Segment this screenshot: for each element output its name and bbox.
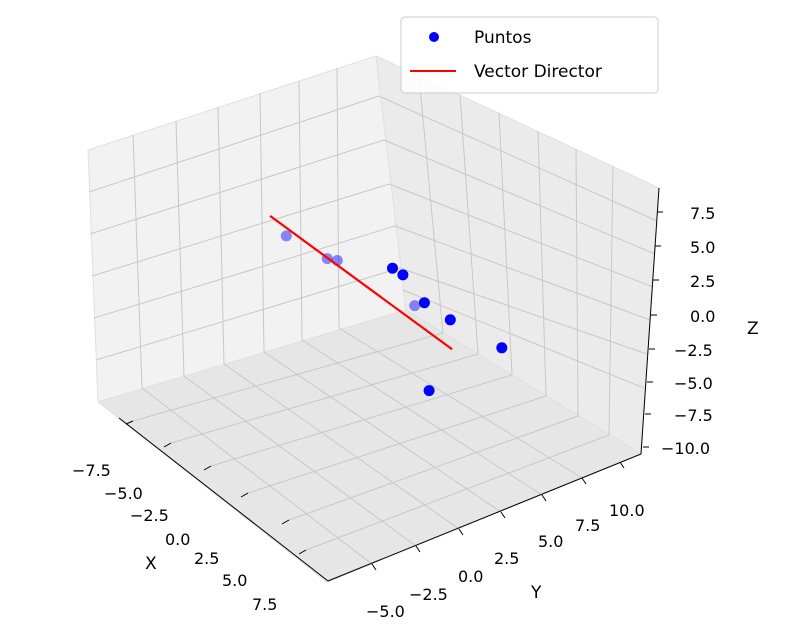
x-tick-label: 5.0 [222, 571, 247, 590]
tick-marks [125, 211, 663, 571]
x-axis-label: X [145, 554, 157, 574]
x-tick-label: 7.5 [252, 595, 277, 614]
x-tick-label: −5.0 [104, 484, 143, 503]
x-tick-label: −7.5 [72, 461, 111, 480]
x-tick-label: −2.5 [130, 506, 169, 525]
z-tick-label: −5.0 [674, 374, 713, 393]
y-tick-label: −2.5 [409, 585, 448, 604]
data-point [280, 230, 292, 242]
y-tick-label: 2.5 [494, 549, 519, 568]
series-layer [269, 215, 508, 397]
x-axis-line [118, 417, 329, 582]
data-point [496, 342, 508, 354]
legend: Puntos Vector Director [400, 16, 659, 94]
y-tick-label: 5.0 [538, 532, 563, 551]
data-point [387, 262, 398, 274]
data-point [409, 300, 421, 312]
legend-marker-puntos [429, 32, 439, 42]
axes-panes [87, 55, 660, 583]
data-point [423, 385, 435, 397]
z-tick-label: 2.5 [690, 272, 715, 291]
y-tick-label: 10.0 [609, 501, 645, 520]
z-tick-label: −7.5 [674, 406, 713, 425]
z-axis-label: Z [747, 319, 759, 339]
data-point [397, 269, 409, 281]
y-tick-label: 0.0 [458, 567, 483, 586]
y-axis-line [327, 453, 642, 582]
axis-spines [118, 187, 660, 582]
data-point [444, 314, 456, 326]
data-point [418, 297, 430, 309]
y-tick-label: 7.5 [575, 516, 600, 535]
vector-director-line [269, 215, 453, 351]
z-tick-labels: 7.5 5.0 2.5 0.0 −2.5 −5.0 −7.5 −10.0 [661, 204, 715, 458]
x-tick-label: 2.5 [194, 549, 219, 568]
z-tick-label: 5.0 [690, 238, 715, 257]
z-tick-label: −2.5 [674, 341, 713, 360]
legend-label-puntos: Puntos [474, 28, 532, 48]
z-axis-line [640, 187, 660, 455]
x-tick-label: 0.0 [165, 530, 190, 549]
legend-box [400, 16, 659, 94]
y-tick-labels: −5.0 −2.5 0.0 2.5 5.0 7.5 10.0 [366, 501, 645, 621]
x-tick-labels: −7.5 −5.0 −2.5 0.0 2.5 5.0 7.5 [72, 461, 277, 614]
legend-label-vector-director: Vector Director [474, 62, 602, 82]
y-tick-label: −5.0 [366, 602, 405, 621]
z-tick-label: 0.0 [690, 307, 715, 326]
z-tick-label: −10.0 [661, 439, 710, 458]
gridlines [88, 67, 658, 565]
y-axis-label: Y [530, 583, 542, 603]
z-tick-label: 7.5 [690, 204, 715, 223]
